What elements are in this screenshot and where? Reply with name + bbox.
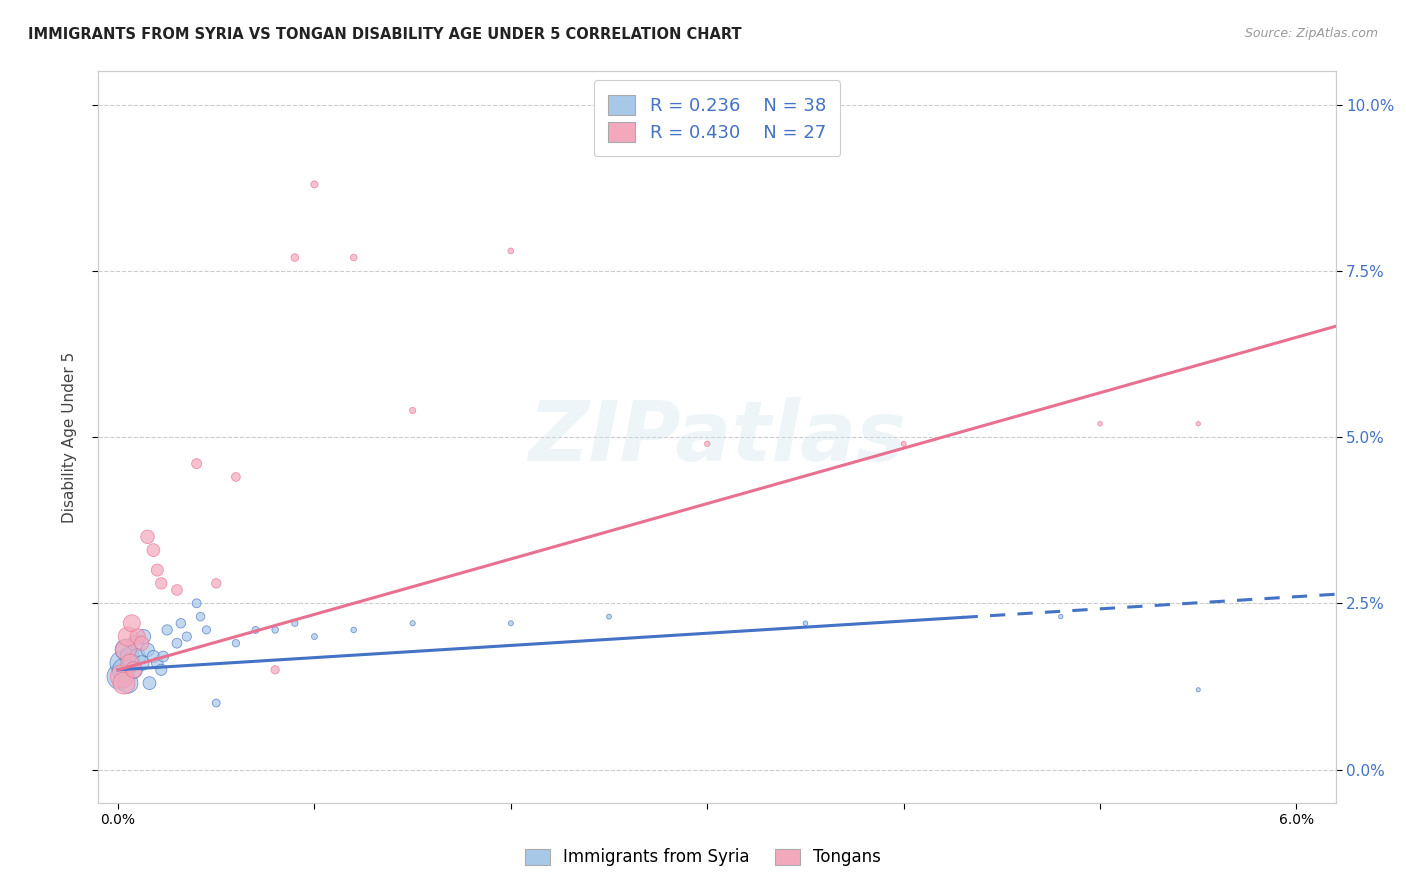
Point	[190, 609, 212, 624]
Point	[121, 656, 143, 670]
Point	[131, 636, 153, 650]
Point	[121, 616, 143, 631]
Point	[136, 643, 159, 657]
Point	[794, 616, 817, 631]
Point	[1187, 682, 1209, 697]
Legend: Immigrants from Syria, Tongans: Immigrants from Syria, Tongans	[516, 840, 890, 875]
Point	[115, 643, 138, 657]
Legend: R = 0.236    N = 38, R = 0.430    N = 27: R = 0.236 N = 38, R = 0.430 N = 27	[593, 80, 841, 156]
Point	[264, 623, 287, 637]
Point	[401, 616, 423, 631]
Point	[696, 436, 718, 450]
Point	[127, 630, 149, 644]
Point	[118, 649, 141, 664]
Point	[499, 244, 522, 258]
Point	[138, 676, 160, 690]
Point	[205, 576, 228, 591]
Point	[176, 630, 198, 644]
Point	[284, 251, 307, 265]
Point	[150, 576, 173, 591]
Point	[117, 630, 139, 644]
Point	[166, 636, 188, 650]
Point	[146, 563, 169, 577]
Point	[111, 656, 134, 670]
Point	[132, 630, 155, 644]
Point	[152, 649, 174, 664]
Point	[131, 656, 153, 670]
Y-axis label: Disability Age Under 5: Disability Age Under 5	[62, 351, 77, 523]
Point	[186, 457, 208, 471]
Point	[225, 636, 247, 650]
Point	[136, 530, 159, 544]
Point	[170, 616, 193, 631]
Point	[118, 656, 141, 670]
Point	[304, 178, 326, 192]
Point	[195, 623, 218, 637]
Point	[343, 623, 366, 637]
Point	[284, 616, 307, 631]
Point	[142, 649, 165, 664]
Point	[1187, 417, 1209, 431]
Point	[205, 696, 228, 710]
Point	[127, 649, 149, 664]
Point	[146, 656, 169, 670]
Point	[150, 663, 173, 677]
Point	[893, 436, 915, 450]
Point	[142, 543, 165, 558]
Point	[122, 663, 145, 677]
Point	[108, 669, 131, 683]
Text: Source: ZipAtlas.com: Source: ZipAtlas.com	[1244, 27, 1378, 40]
Point	[304, 630, 326, 644]
Point	[156, 623, 179, 637]
Point	[1049, 609, 1071, 624]
Point	[264, 663, 287, 677]
Text: IMMIGRANTS FROM SYRIA VS TONGAN DISABILITY AGE UNDER 5 CORRELATION CHART: IMMIGRANTS FROM SYRIA VS TONGAN DISABILI…	[28, 27, 742, 42]
Point	[499, 616, 522, 631]
Point	[117, 676, 139, 690]
Point	[166, 582, 188, 597]
Point	[115, 643, 138, 657]
Point	[112, 676, 135, 690]
Point	[125, 636, 148, 650]
Point	[245, 623, 267, 637]
Point	[122, 663, 145, 677]
Point	[598, 609, 620, 624]
Point	[401, 403, 423, 417]
Point	[186, 596, 208, 610]
Point	[112, 663, 135, 677]
Point	[343, 251, 366, 265]
Point	[1088, 417, 1111, 431]
Point	[111, 669, 134, 683]
Point	[225, 470, 247, 484]
Text: ZIPatlas: ZIPatlas	[529, 397, 905, 477]
